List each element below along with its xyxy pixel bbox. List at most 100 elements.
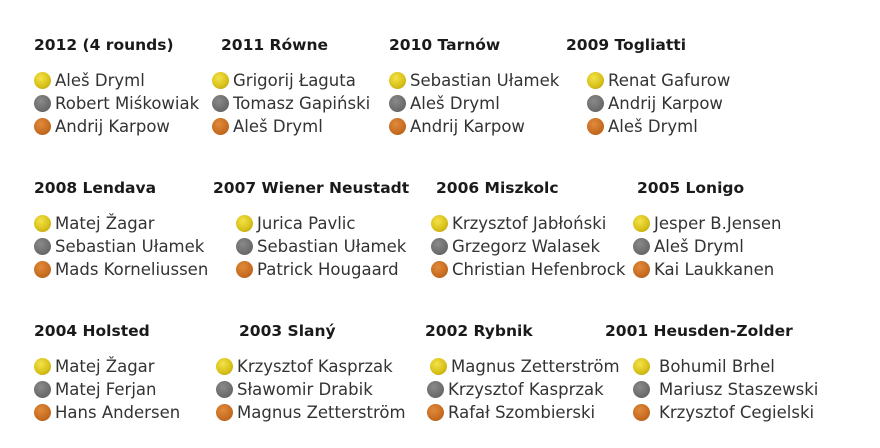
- championship-block-2011: 2011 Równe Grigorij Łaguta Tomasz Gapińs…: [212, 35, 370, 138]
- medalist-row-gold: Sebastian Ułamek: [389, 69, 559, 92]
- bronze-medal-icon: [633, 404, 650, 421]
- championship-block-2009: 2009 Togliatti Renat Gafurow Andrij Karp…: [566, 35, 730, 138]
- medalist-row-gold: Aleš Dryml: [34, 69, 199, 92]
- bronze-medal-icon: [34, 118, 51, 135]
- silver-medal-icon: [34, 238, 51, 255]
- medalist-row-bronze: Hans Andersen: [34, 401, 180, 424]
- medalist-name: Magnus Zetterström: [451, 357, 620, 376]
- medalist-name: Andrij Karpow: [608, 94, 723, 113]
- medalist-name: Sebastian Ułamek: [257, 237, 406, 256]
- championship-block-2012: 2012 (4 rounds) Aleš Dryml Robert Miśkow…: [34, 35, 199, 138]
- championship-block-2003: 2003 Slaný Krzysztof Kasprzak Sławomir D…: [216, 321, 406, 424]
- gold-medal-icon: [389, 72, 406, 89]
- medalist-row-gold: Matej Žagar: [34, 355, 180, 378]
- gold-medal-icon: [34, 358, 51, 375]
- medalist-row-bronze: Mads Korneliussen: [34, 258, 208, 281]
- gold-medal-icon: [212, 72, 229, 89]
- medalist-row-gold: Krzysztof Jabłoński: [431, 212, 625, 235]
- medalist-name: Krzysztof Kasprzak: [237, 357, 393, 376]
- medalist-name: Grzegorz Walasek: [452, 237, 600, 256]
- medalist-name: Aleš Dryml: [654, 237, 744, 256]
- silver-medal-icon: [389, 95, 406, 112]
- medalist-name: Matej Žagar: [55, 214, 155, 233]
- medalist-row-bronze: Magnus Zetterström: [216, 401, 406, 424]
- medalist-name: Mads Korneliussen: [55, 260, 208, 279]
- silver-medal-icon: [34, 381, 51, 398]
- medalist-row-bronze: Kai Laukkanen: [633, 258, 782, 281]
- medalist-name: Hans Andersen: [55, 403, 180, 422]
- medalist-name: Aleš Dryml: [55, 71, 145, 90]
- medalist-row-silver: Robert Miśkowiak: [34, 92, 199, 115]
- medalist-name: Sebastian Ułamek: [55, 237, 204, 256]
- medalist-row-bronze: Aleš Dryml: [212, 115, 370, 138]
- championship-title: 2008 Lendava: [34, 178, 208, 198]
- gold-medal-icon: [587, 72, 604, 89]
- medalist-name: Rafał Szombierski: [448, 403, 595, 422]
- medalist-row-silver: Aleš Dryml: [633, 235, 782, 258]
- silver-medal-icon: [587, 95, 604, 112]
- bronze-medal-icon: [431, 261, 448, 278]
- medalist-row-gold: Jurica Pavlic: [236, 212, 409, 235]
- bronze-medal-icon: [236, 261, 253, 278]
- medalist-row-gold: Renat Gafurow: [587, 69, 730, 92]
- medalist-row-gold: Krzysztof Kasprzak: [216, 355, 406, 378]
- medalist-row-silver: Andrij Karpow: [587, 92, 730, 115]
- medalist-row-bronze: Andrij Karpow: [389, 115, 559, 138]
- gold-medal-icon: [633, 358, 650, 375]
- silver-medal-icon: [427, 381, 444, 398]
- medalist-row-silver: Aleš Dryml: [389, 92, 559, 115]
- medalist-name: Andrij Karpow: [410, 117, 525, 136]
- championship-block-2007: 2007 Wiener Neustadt Jurica Pavlic Sebas…: [213, 178, 409, 281]
- medalist-row-gold: Matej Žagar: [34, 212, 208, 235]
- medalist-row-silver: Tomasz Gapiński: [212, 92, 370, 115]
- championship-title: 2004 Holsted: [34, 321, 180, 341]
- championship-title: 2001 Heusden-Zolder: [605, 321, 818, 341]
- gold-medal-icon: [430, 358, 447, 375]
- silver-medal-icon: [236, 238, 253, 255]
- bronze-medal-icon: [34, 404, 51, 421]
- medalist-name: Andrij Karpow: [55, 117, 170, 136]
- gold-medal-icon: [431, 215, 448, 232]
- bronze-medal-icon: [427, 404, 444, 421]
- medalist-name: Christian Hefenbrock: [452, 260, 625, 279]
- medalist-name: Aleš Dryml: [410, 94, 500, 113]
- medalist-row-bronze: Rafał Szombierski: [427, 401, 620, 424]
- bronze-medal-icon: [216, 404, 233, 421]
- bronze-medal-icon: [389, 118, 406, 135]
- medalist-row-silver: Grzegorz Walasek: [431, 235, 625, 258]
- medalist-row-gold: Grigorij Łaguta: [212, 69, 370, 92]
- medalist-row-bronze: Krzysztof Cegielski: [633, 401, 818, 424]
- silver-medal-icon: [431, 238, 448, 255]
- championship-block-2006: 2006 Miszkolc Krzysztof Jabłoński Grzego…: [436, 178, 625, 281]
- championship-title: 2002 Rybnik: [425, 321, 620, 341]
- medalist-row-silver: Sebastian Ułamek: [236, 235, 409, 258]
- gold-medal-icon: [216, 358, 233, 375]
- medalist-row-silver: Sebastian Ułamek: [34, 235, 208, 258]
- championship-block-2004: 2004 Holsted Matej Žagar Matej Ferjan Ha…: [34, 321, 180, 424]
- medalist-name: Jurica Pavlic: [257, 214, 355, 233]
- silver-medal-icon: [633, 381, 650, 398]
- gold-medal-icon: [34, 72, 51, 89]
- championship-block-2010: 2010 Tarnów Sebastian Ułamek Aleš Dryml …: [389, 35, 559, 138]
- medalist-name: Robert Miśkowiak: [55, 94, 199, 113]
- silver-medal-icon: [633, 238, 650, 255]
- medalist-name: Renat Gafurow: [608, 71, 730, 90]
- medalist-name: Aleš Dryml: [233, 117, 323, 136]
- gold-medal-icon: [633, 215, 650, 232]
- medalist-name: Matej Ferjan: [55, 380, 156, 399]
- medalist-name: Jesper B.Jensen: [654, 214, 782, 233]
- bronze-medal-icon: [633, 261, 650, 278]
- gold-medal-icon: [236, 215, 253, 232]
- championship-block-2008: 2008 Lendava Matej Žagar Sebastian Ułame…: [34, 178, 208, 281]
- championship-block-2001: 2001 Heusden-Zolder Bohumil Brhel Marius…: [605, 321, 818, 424]
- medalist-row-bronze: Andrij Karpow: [34, 115, 199, 138]
- championship-title: 2010 Tarnów: [389, 35, 559, 55]
- championship-title: 2012 (4 rounds): [34, 35, 199, 55]
- championship-title: 2006 Miszkolc: [436, 178, 625, 198]
- bronze-medal-icon: [34, 261, 51, 278]
- championship-block-2002: 2002 Rybnik Magnus Zetterström Krzysztof…: [425, 321, 620, 424]
- medalist-row-bronze: Christian Hefenbrock: [431, 258, 625, 281]
- bronze-medal-icon: [212, 118, 229, 135]
- medalist-row-bronze: Patrick Hougaard: [236, 258, 409, 281]
- medalist-name: Aleš Dryml: [608, 117, 698, 136]
